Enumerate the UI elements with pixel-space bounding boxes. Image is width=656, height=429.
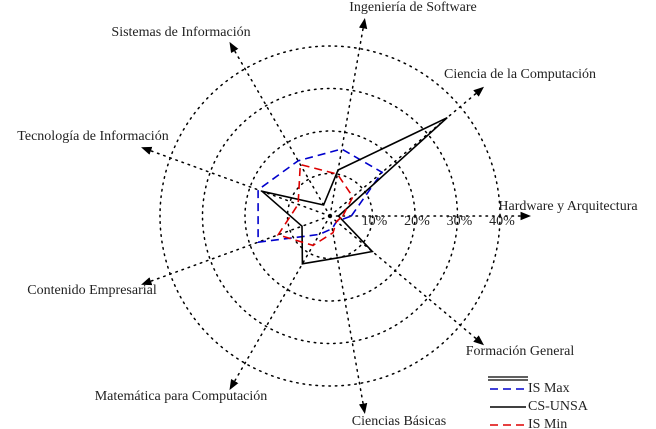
axis-label: Sistemas de Información (111, 25, 250, 40)
axis-line (329, 86, 485, 217)
grid-ring (201, 87, 459, 345)
r-tick-label: 20% (404, 214, 430, 229)
axis-label: Ingeniería de Software (349, 0, 477, 15)
axis-label: Tecnología de Información (17, 129, 168, 144)
legend-label: CS-UNSA (528, 399, 589, 414)
axis-line (329, 18, 368, 217)
r-tick-label: 40% (489, 214, 515, 229)
legend-label: IS Max (528, 381, 570, 396)
axis-label: Hardware y Arquitectura (498, 199, 638, 214)
r-tick-label: 10% (362, 214, 388, 229)
axis-line (329, 215, 485, 346)
axis-label: Contenido Empresarial (27, 283, 157, 298)
axis-line (229, 215, 331, 391)
series-line (261, 116, 448, 265)
r-tick-label: 30% (447, 214, 473, 229)
axis-label: Ciencias Básicas (352, 414, 446, 429)
legend-label: IS Min (528, 417, 567, 429)
series-line (276, 163, 354, 247)
axis-label: Ciencia de la Computación (444, 67, 596, 82)
axis-label: Formación General (466, 344, 575, 359)
series-line (257, 148, 384, 244)
axis-line (141, 146, 331, 217)
axis-line (141, 215, 331, 286)
axis-line (329, 215, 368, 414)
axis-line (229, 41, 331, 217)
axis-label: Matemática para Computación (95, 389, 268, 404)
